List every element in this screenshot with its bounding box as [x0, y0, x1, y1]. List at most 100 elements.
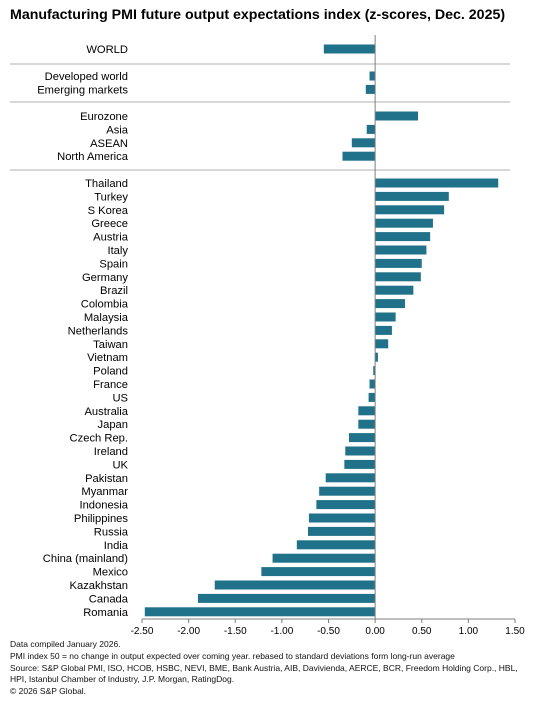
- category-label: Russia: [94, 526, 129, 538]
- category-label: Italy: [107, 245, 128, 257]
- category-label: Philippines: [74, 513, 129, 525]
- bar: [261, 567, 376, 577]
- category-label: Myanmar: [81, 486, 128, 498]
- category-label: Turkey: [94, 191, 128, 203]
- footnote-source-line-2: HPI, Istanbul Chamber of Industry, J.P. …: [10, 674, 235, 684]
- bar: [375, 272, 421, 282]
- category-label: WORLD: [86, 44, 128, 56]
- bar: [375, 352, 378, 362]
- x-axis: -2.50 -2.00 -1.50 -1.00 -0.50 0.00 0.50 1.00 1.5…: [131, 35, 525, 637]
- category-label: Romania: [83, 607, 129, 619]
- bar: [319, 486, 376, 496]
- bar: [366, 124, 376, 134]
- category-label: France: [93, 379, 128, 391]
- x-tick-label: -2.00: [177, 626, 200, 637]
- bar: [375, 218, 433, 228]
- x-tick-label: -2.50: [131, 626, 154, 637]
- bar: [197, 593, 376, 603]
- bar: [316, 500, 376, 510]
- bar: [307, 526, 376, 536]
- category-label: UK: [112, 459, 128, 471]
- bar: [214, 580, 376, 590]
- bar: [375, 245, 427, 255]
- group-separators: [10, 63, 510, 171]
- bar: [342, 151, 376, 161]
- chart-title: Manufacturing PMI future output expectat…: [10, 7, 506, 23]
- bar: [358, 419, 376, 429]
- x-tick-label: 1.00: [459, 626, 479, 637]
- category-label: Vietnam: [87, 352, 128, 364]
- category-label: Thailand: [85, 178, 128, 190]
- bar: [369, 71, 376, 81]
- bar: [358, 406, 376, 416]
- category-label: Pakistan: [85, 473, 128, 485]
- category-label: ASEAN: [90, 138, 128, 150]
- category-label: Emerging markets: [37, 84, 128, 96]
- bar: [369, 379, 376, 389]
- bar: [325, 473, 376, 483]
- category-label: Developed world: [45, 71, 128, 83]
- bar: [375, 111, 419, 121]
- bar: [375, 325, 392, 335]
- footnote-source-line-1: Source: S&P Global PMI, ISO, HCOB, HSBC,…: [10, 663, 518, 673]
- bar: [308, 513, 376, 523]
- category-label: Kazakhstan: [70, 580, 128, 592]
- bar: [368, 392, 376, 402]
- category-label: Canada: [89, 593, 129, 605]
- category-label: Spain: [99, 258, 128, 270]
- category-label: Indonesia: [79, 500, 128, 512]
- category-label: Brazil: [100, 285, 128, 297]
- bar: [144, 607, 376, 617]
- bar: [375, 232, 431, 242]
- bar: [375, 339, 389, 349]
- category-label: Eurozone: [80, 111, 128, 123]
- category-label: Germany: [82, 272, 128, 284]
- bar: [375, 285, 414, 295]
- x-tick-label: 0.50: [412, 626, 432, 637]
- bar: [375, 178, 499, 188]
- bar: [323, 44, 376, 54]
- category-label: Australia: [84, 406, 128, 418]
- category-label: Colombia: [81, 299, 129, 311]
- footnote-copyright: © 2026 S&P Global.: [10, 686, 87, 696]
- category-label: Greece: [91, 218, 128, 230]
- bar: [351, 138, 376, 148]
- category-label: Ireland: [94, 446, 128, 458]
- footnote-compiled: Data compiled January 2026.: [10, 639, 121, 649]
- bar: [375, 205, 445, 215]
- bar: [373, 366, 376, 376]
- bar: [375, 258, 422, 268]
- bar: [375, 312, 396, 322]
- category-label: Japan: [98, 419, 128, 431]
- footnote-definition: PMI index 50 = no change in output expec…: [10, 651, 455, 661]
- category-label: China (mainland): [43, 553, 128, 565]
- category-label: Asia: [106, 124, 129, 136]
- category-label: Mexico: [93, 567, 128, 579]
- bar: [375, 299, 405, 309]
- bar: [349, 433, 376, 443]
- category-label: Poland: [93, 366, 128, 378]
- bar: [272, 553, 376, 563]
- category-label: Taiwan: [93, 339, 128, 351]
- category-label: S Korea: [88, 205, 129, 217]
- bar: [345, 446, 376, 456]
- x-tick-label: 0.00: [365, 626, 385, 637]
- category-label: US: [112, 392, 128, 404]
- x-tick-label: -0.50: [317, 626, 340, 637]
- category-label: North America: [57, 151, 129, 163]
- bar: [365, 84, 376, 94]
- category-label: Czech Rep.: [70, 433, 128, 445]
- category-label: Austria: [93, 232, 129, 244]
- category-label: Malaysia: [84, 312, 129, 324]
- bar: [296, 540, 376, 550]
- bar: [375, 191, 449, 201]
- x-tick-label: 1.50: [505, 626, 525, 637]
- bar: [344, 459, 376, 469]
- bars-layer: [144, 44, 499, 617]
- x-tick-label: -1.00: [270, 626, 293, 637]
- x-tick-label: -1.50: [224, 626, 247, 637]
- category-label: India: [104, 540, 129, 552]
- category-label: Netherlands: [68, 325, 129, 337]
